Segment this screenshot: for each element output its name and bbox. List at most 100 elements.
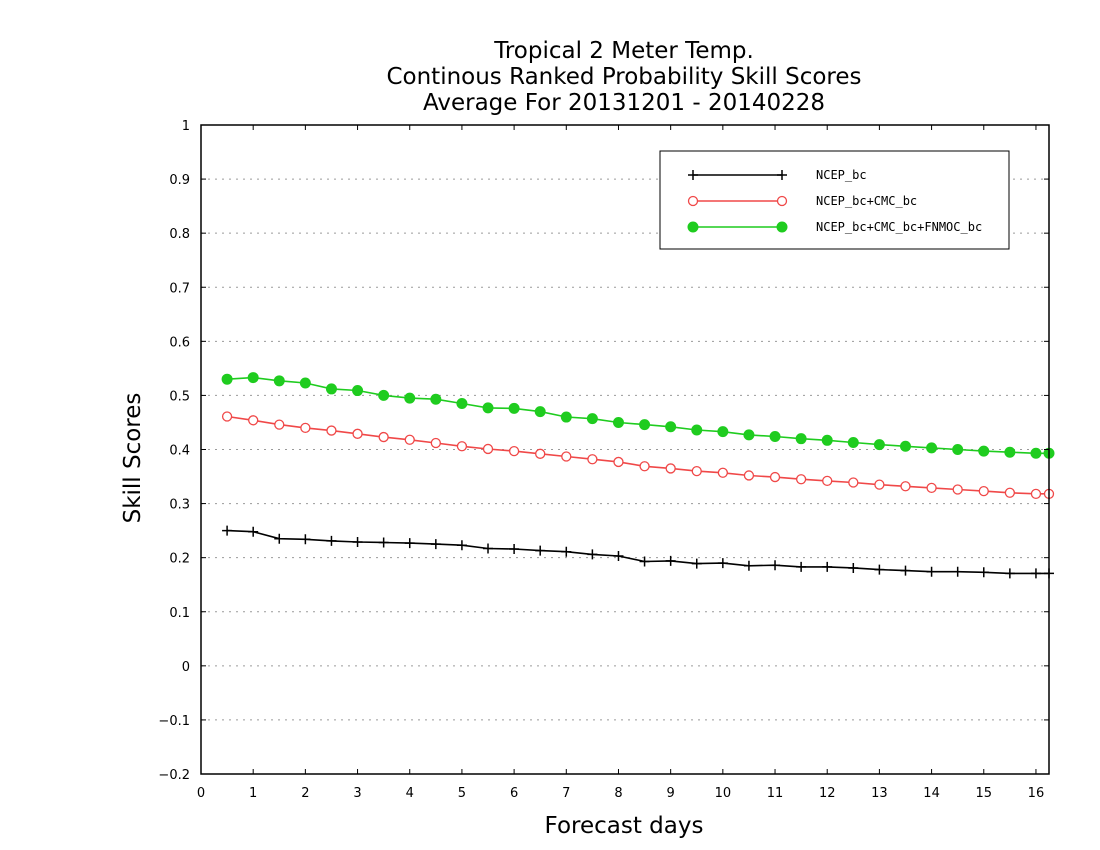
y-tick-label: 0.5 (169, 389, 190, 404)
x-tick-label: 3 (353, 786, 361, 801)
title-line-1: Tropical 2 Meter Temp. (493, 38, 754, 64)
data-point (586, 413, 598, 425)
series-ncep-bc-cmc-bc (221, 411, 1055, 499)
y-tick-label: 0.6 (169, 335, 190, 350)
y-tick-label: 0.9 (169, 173, 190, 188)
data-point (796, 561, 807, 572)
data-point (378, 431, 389, 443)
series-ncep-bc (222, 525, 1054, 579)
x-tick-label: 14 (923, 786, 940, 801)
legend-label: NCEP_bc+CMC_bc (816, 194, 917, 208)
data-point (352, 536, 363, 547)
data-point (691, 465, 702, 477)
data-point (430, 539, 441, 550)
data-point (430, 437, 441, 449)
x-ticks: 0 1 2 3 4 5 6 7 8 9 10 11 12 13 14 15 16 (197, 125, 1044, 801)
x-tick-label: 9 (667, 786, 675, 801)
data-point (299, 377, 311, 389)
y-tick-label: 0.7 (169, 281, 190, 296)
data-point (561, 451, 572, 462)
data-point (352, 428, 363, 439)
data-point (404, 538, 415, 549)
y-tick-label: 0.3 (169, 498, 190, 513)
data-point (978, 445, 990, 457)
title-line-2: Continous Ranked Probability Skill Score… (386, 64, 861, 90)
data-point (874, 479, 885, 490)
x-tick-label: 10 (715, 786, 732, 801)
data-point (456, 540, 467, 551)
data-point (691, 424, 703, 436)
data-point (717, 426, 729, 438)
legend: NCEP_bc NCEP_bc+CMC_bc NCEP_bc+CMC_bc+FNMO… (659, 150, 1010, 250)
x-tick-label: 6 (510, 786, 518, 801)
data-point (978, 485, 989, 497)
data-point (352, 385, 364, 397)
data-point (247, 372, 259, 384)
data-point (1004, 487, 1016, 498)
data-point (221, 411, 233, 422)
data-point (900, 481, 911, 492)
data-point (613, 551, 624, 562)
data-point (687, 195, 699, 207)
y-tick-label: −0.1 (158, 714, 190, 729)
data-point (378, 537, 389, 548)
x-tick-label: 1 (249, 786, 257, 801)
series-layer (221, 372, 1055, 579)
data-point (274, 419, 285, 430)
data-point (587, 454, 598, 465)
chart-title: Tropical 2 Meter Temp. Continous Ranked … (386, 38, 861, 116)
y-tick-label: −0.2 (158, 768, 190, 783)
data-point (509, 544, 520, 555)
y-ticks: −0.2 −0.1 0 0.1 0.2 0.3 0.4 0.5 0.6 0.7 0.8 0.9 1 (158, 119, 1049, 783)
data-point (482, 443, 494, 455)
x-tick-label: 15 (975, 786, 992, 801)
data-point (926, 482, 937, 494)
data-point (404, 434, 415, 445)
series-line (227, 529, 1049, 575)
x-tick-label: 7 (562, 786, 570, 801)
x-tick-label: 11 (767, 786, 784, 801)
data-point (1030, 568, 1041, 579)
data-point (534, 406, 546, 418)
data-point (847, 436, 859, 448)
y-tick-label: 0.4 (169, 444, 190, 459)
x-tick-label: 16 (1028, 786, 1045, 801)
data-point (821, 434, 833, 446)
data-point (273, 375, 285, 387)
data-point (952, 566, 963, 577)
data-point (1004, 568, 1015, 579)
data-point (900, 565, 911, 576)
data-point (952, 484, 963, 495)
y-tick-label: 1 (182, 119, 190, 134)
legend-box (659, 150, 1010, 250)
data-point (1030, 447, 1042, 459)
data-point (456, 441, 468, 452)
data-point (822, 561, 833, 572)
data-point (535, 448, 546, 459)
data-point (776, 221, 788, 233)
data-point (665, 421, 677, 433)
data-point (508, 402, 520, 414)
data-point (822, 475, 833, 487)
y-tick-label: 0.1 (169, 606, 190, 621)
data-point (326, 425, 337, 436)
data-point (717, 467, 728, 478)
data-point (639, 419, 651, 431)
data-point (795, 433, 807, 445)
data-point (665, 463, 676, 474)
data-point (978, 567, 989, 578)
data-point (561, 546, 572, 557)
data-point (743, 560, 754, 571)
legend-label: NCEP_bc (816, 168, 867, 182)
data-point (848, 562, 859, 573)
data-point (899, 440, 911, 452)
data-point (430, 393, 442, 405)
series-line (226, 415, 1049, 495)
data-point (483, 543, 494, 554)
data-point (221, 373, 233, 385)
x-tick-label: 5 (458, 786, 466, 801)
series-ncep-bc-cmc-bc-fnmoc-bc (221, 372, 1055, 459)
y-tick-label: 0 (182, 660, 190, 675)
data-point (743, 470, 755, 481)
